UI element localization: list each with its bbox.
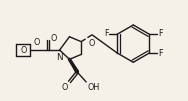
Text: O: O bbox=[61, 83, 67, 92]
Text: O: O bbox=[34, 38, 40, 47]
Text: N: N bbox=[56, 53, 63, 62]
Text: F: F bbox=[158, 29, 163, 38]
Text: F: F bbox=[104, 29, 108, 38]
Polygon shape bbox=[69, 59, 79, 73]
Text: O: O bbox=[51, 34, 57, 43]
Text: OH: OH bbox=[87, 83, 99, 92]
Text: O: O bbox=[89, 39, 95, 48]
Text: O: O bbox=[20, 46, 27, 55]
Text: F: F bbox=[158, 49, 163, 58]
